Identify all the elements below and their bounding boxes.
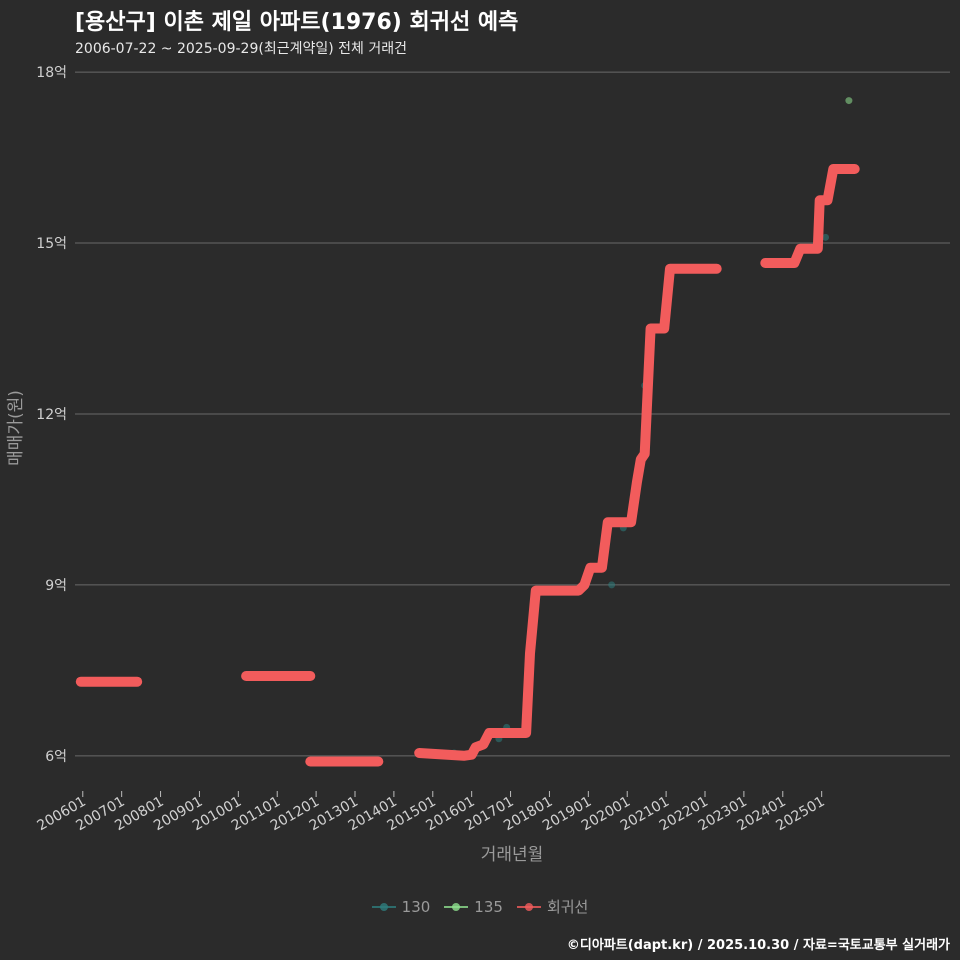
legend-key-icon	[371, 900, 396, 914]
y-tick-label: 9억	[45, 578, 67, 594]
legend-item: 130	[371, 896, 431, 917]
data-point-130	[608, 581, 616, 589]
chart-title: [용산구] 이촌 제일 아파트(1976) 회귀선 예측	[75, 10, 519, 35]
x-axis-label: 거래년월	[481, 845, 544, 865]
y-tick-label: 12억	[36, 407, 67, 423]
data-point-135	[845, 97, 853, 105]
legend-item: 135	[444, 896, 503, 917]
y-tick-label: 6억	[45, 749, 67, 765]
legend-label: 135	[474, 897, 503, 916]
legend: 130 135 회귀선	[0, 896, 960, 917]
legend-item: 회귀선	[516, 896, 589, 917]
data-point-130	[822, 233, 830, 241]
y-tick-label: 18억	[36, 65, 67, 81]
source-caption: ©디아파트(dapt.kr) / 2025.10.30 / 자료=국토교통부 실…	[566, 938, 950, 953]
y-axis-label: 매매가(원)	[6, 390, 26, 466]
regression-line-segment	[760, 164, 860, 268]
gridlines	[75, 71, 950, 757]
legend-label: 회귀선	[546, 898, 589, 916]
y-tick-label: 15억	[36, 236, 67, 252]
series-layer	[75, 97, 860, 767]
y-axis-tick-labels: 6억 9억 12억 15억 18억	[36, 65, 67, 765]
legend-key-icon	[516, 900, 541, 914]
x-axis-ticks: 2006012007012008012009012010012011012012…	[34, 791, 828, 834]
chart-subtitle: 2006-07-22 ~ 2025-09-29(최근계약일) 전체 거래건	[75, 41, 407, 57]
legend-label: 130	[401, 897, 431, 916]
legend-key-icon	[444, 900, 469, 914]
regression-line-segment	[414, 263, 722, 761]
